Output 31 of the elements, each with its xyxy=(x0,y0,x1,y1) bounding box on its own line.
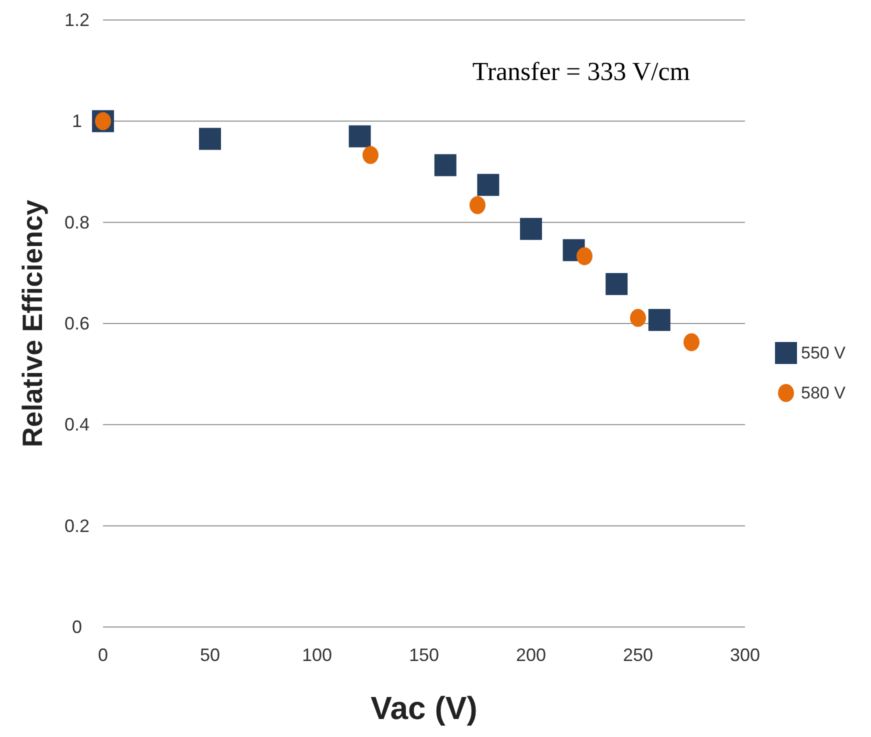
point xyxy=(470,196,486,214)
x-tick-label: 0 xyxy=(98,645,108,665)
point xyxy=(648,308,670,331)
x-tick-label: 150 xyxy=(408,645,440,665)
x-tick-label: 300 xyxy=(730,645,760,665)
y-tick-label: 0.2 xyxy=(64,516,90,536)
point xyxy=(199,128,221,150)
point xyxy=(362,146,378,164)
y-tick-label: 0.8 xyxy=(64,212,90,232)
legend-label: 580 V xyxy=(801,384,846,402)
x-tick-label: 50 xyxy=(200,645,220,665)
y-tick-label: 0.4 xyxy=(64,414,90,435)
y-tick-label: 1.2 xyxy=(64,10,90,30)
point xyxy=(606,273,628,296)
y-tick-label: 0.6 xyxy=(64,314,90,334)
x-tick-label: 250 xyxy=(622,645,654,665)
point xyxy=(434,154,456,176)
point xyxy=(630,308,646,327)
text: 0 xyxy=(72,617,82,637)
point xyxy=(576,247,592,266)
y-axis-title: Relative Efficiency xyxy=(17,199,48,448)
x-axis-title: Vac (V) xyxy=(370,690,478,726)
point xyxy=(520,218,542,240)
x-tick-label: 200 xyxy=(516,645,546,665)
point xyxy=(477,174,500,196)
point xyxy=(684,333,700,352)
x-tick-label: 100 xyxy=(302,645,332,665)
point xyxy=(348,125,371,148)
legend-label: 550 V xyxy=(801,344,846,362)
text: 1 xyxy=(72,111,82,132)
annotation: Transfer = 333 V/cm xyxy=(472,57,690,86)
